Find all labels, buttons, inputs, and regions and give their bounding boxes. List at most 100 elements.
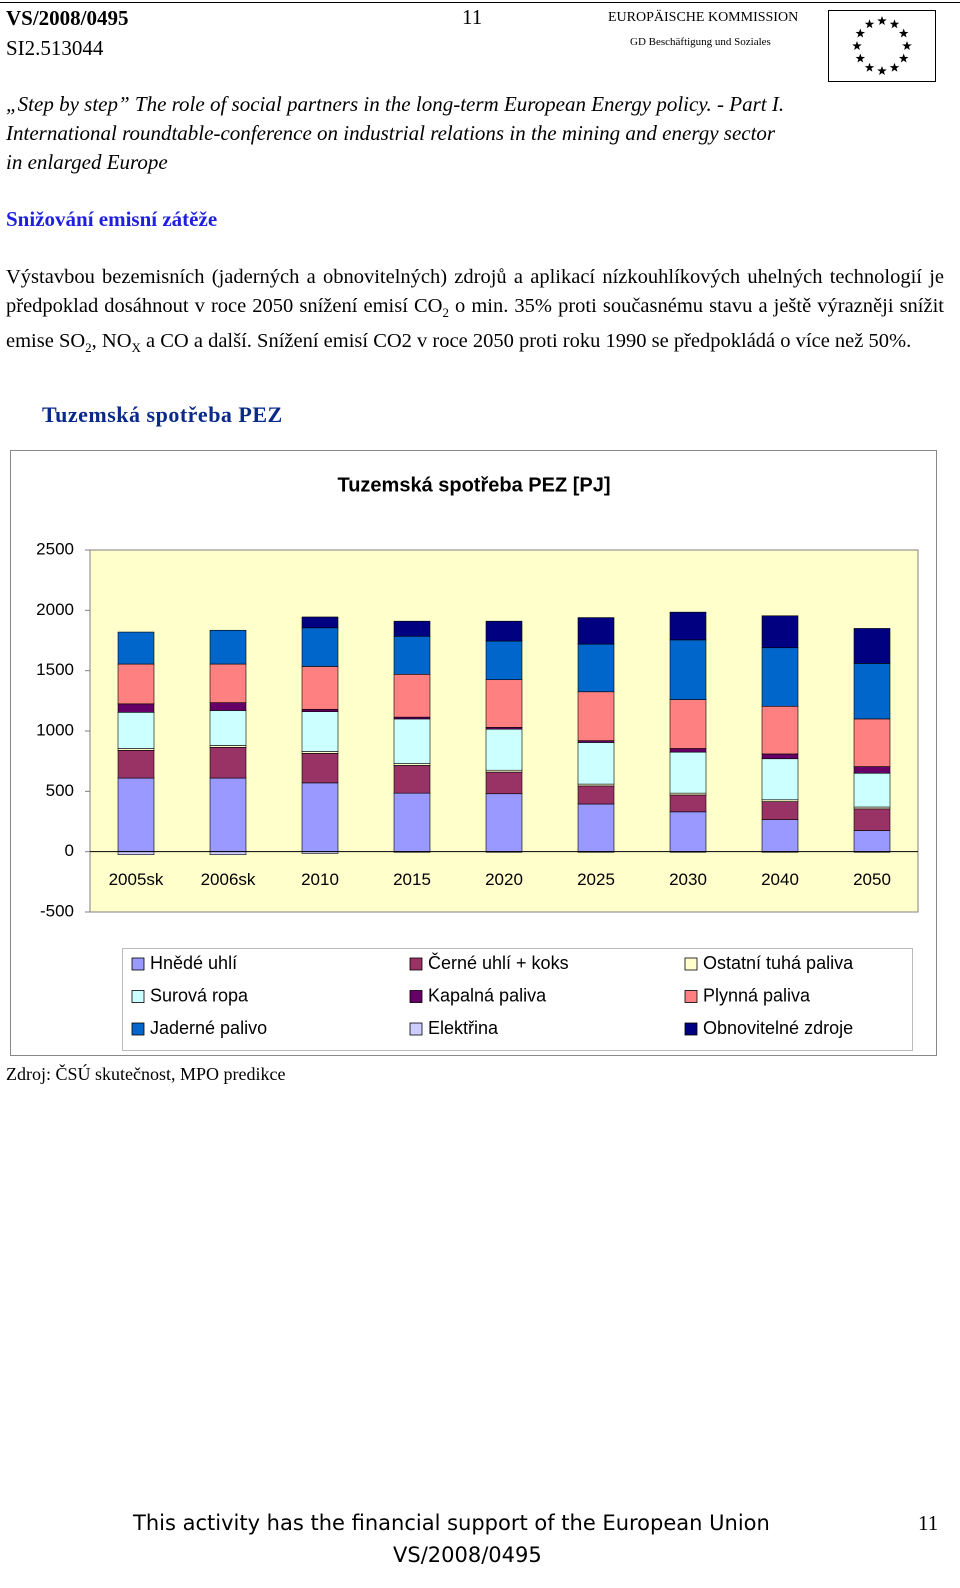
- bar-segment: [209, 777, 247, 852]
- bar-segment: [393, 765, 431, 794]
- bar-segment: [761, 758, 799, 801]
- bar-segment: [577, 742, 615, 785]
- bar-segment: [301, 753, 339, 784]
- legend-swatch: [131, 1022, 145, 1036]
- legend-label: Elektřina: [428, 1018, 499, 1038]
- bar-segment: [209, 746, 247, 779]
- bar-segment: [301, 666, 339, 710]
- bar-segment: [669, 748, 707, 753]
- x-tick-label: 2030: [669, 870, 707, 889]
- bar-segment: [577, 643, 615, 693]
- bar-segment: [393, 620, 431, 637]
- subscript: X: [131, 340, 141, 356]
- bar-segment: [853, 718, 891, 767]
- bar-segment: [393, 792, 431, 852]
- bar-segment: [853, 830, 891, 852]
- bar-segment: [853, 808, 891, 831]
- y-tick-label: 2000: [36, 600, 74, 619]
- dept: GD Beschäftigung und Soziales: [630, 36, 771, 48]
- bar-segment: [485, 728, 523, 771]
- eu-flag: [828, 10, 936, 82]
- doc-id: VS/2008/0495: [6, 6, 129, 30]
- y-tick-label: 500: [46, 781, 74, 800]
- bar-segment: [761, 753, 799, 760]
- bar-segment: [301, 782, 339, 852]
- bar-segment: [577, 617, 615, 645]
- bar-segment: [761, 705, 799, 755]
- bar-segment: [117, 711, 155, 749]
- legend-swatch: [131, 957, 145, 971]
- intro-line: International roundtable-conference on i…: [6, 121, 776, 145]
- top-rule: [0, 2, 960, 3]
- bar-segment: [485, 640, 523, 681]
- bar-segment: [117, 703, 155, 713]
- bar-segment: [209, 702, 247, 711]
- bar-segment: [577, 691, 615, 741]
- footer-page: 11: [918, 1511, 939, 1535]
- paragraph: Výstavbou bezemisních (jaderných a obnov…: [6, 263, 944, 362]
- x-tick-label: 2050: [853, 870, 891, 889]
- legend-swatch: [684, 1022, 698, 1036]
- bar-segment: [853, 628, 891, 664]
- bar-segment: [209, 663, 247, 703]
- y-tick-label: 0: [65, 841, 74, 860]
- subscript: 2: [442, 305, 449, 321]
- bar-segment: [669, 699, 707, 749]
- subscript: 2: [85, 340, 92, 356]
- bar-segment: [669, 611, 707, 641]
- page-number: 11: [462, 5, 483, 29]
- bar-segment: [209, 710, 247, 746]
- text: Výstavbou bezemisních (jaderných a obnov…: [6, 266, 944, 317]
- legend-label: Surová ropa: [150, 985, 249, 1005]
- intro-line: „Step by step” The role of social partne…: [6, 92, 785, 116]
- legend-swatch: [684, 957, 698, 971]
- x-tick-label: 2020: [485, 870, 523, 889]
- bar-segment: [301, 708, 339, 712]
- text: o min. 35% proti současnému stavu a ješt…: [6, 295, 944, 353]
- y-tick-label: 1000: [36, 720, 74, 739]
- y-tick-label: 2500: [36, 539, 74, 558]
- legend-swatch: [131, 990, 145, 1003]
- bar-segment: [761, 801, 799, 820]
- bar-segment: [669, 794, 707, 813]
- bar-segment: [393, 718, 431, 764]
- bar-segment: [761, 819, 799, 852]
- bar-segment: [669, 811, 707, 852]
- legend-label: Plynná paliva: [703, 985, 811, 1005]
- bar-segment: [577, 803, 615, 852]
- bar-segment: [301, 616, 339, 629]
- x-tick-label: 2006sk: [201, 870, 256, 889]
- chart: Tuzemská spotřeba PEZ [PJ] -500 0 500 1000 1…: [10, 450, 937, 1056]
- bar-segment: [853, 663, 891, 720]
- bar-segment: [117, 631, 155, 665]
- x-tick-label: 2040: [761, 870, 799, 889]
- bar-segment: [485, 679, 523, 728]
- bar-segment: [393, 673, 431, 718]
- bar-segment: [669, 751, 707, 794]
- legend-label: Ostatní tuhá paliva: [703, 953, 854, 973]
- bar-segment: [117, 663, 155, 705]
- x-tick-label: 2010: [301, 870, 339, 889]
- bar-segment: [209, 629, 247, 665]
- legend-label: Kapalná paliva: [428, 985, 547, 1005]
- bar-segment: [761, 615, 799, 649]
- section-title: Snižování emisní zátěže: [6, 207, 218, 231]
- chart-heading: Tuzemská spotřeba PEZ: [42, 402, 283, 427]
- y-tick-label: 1500: [36, 660, 74, 679]
- bar-segment: [669, 639, 707, 700]
- bar-segment: [761, 647, 799, 707]
- bar-segment: [117, 750, 155, 779]
- bar-segment: [393, 635, 431, 675]
- legend-label: Hnědé uhlí: [150, 953, 237, 973]
- legend-swatch: [409, 990, 423, 1003]
- bar-segment: [485, 620, 523, 642]
- footer-doc-id: VS/2008/0495: [393, 1543, 542, 1567]
- intro-line: in enlarged Europe: [6, 150, 168, 174]
- footer-support: This activity has the financial support …: [133, 1511, 770, 1535]
- chart-title: Tuzemská spotřeba PEZ [PJ]: [337, 474, 610, 496]
- y-tick-label: -500: [40, 901, 74, 920]
- legend-box: [122, 948, 913, 1051]
- x-tick-label: 2015: [393, 870, 431, 889]
- legend-label: Černé uhlí + koks: [428, 952, 569, 973]
